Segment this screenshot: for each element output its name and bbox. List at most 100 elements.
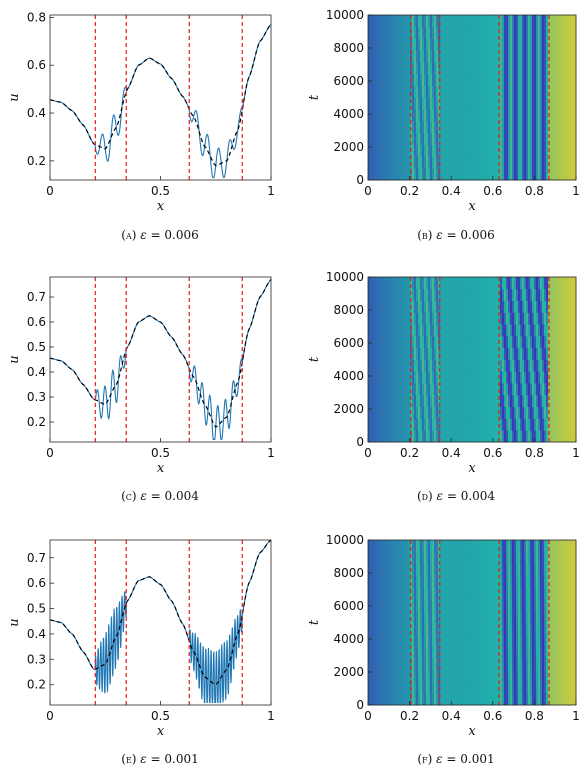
heatmap-cell	[430, 563, 433, 576]
heatmap-cell	[486, 406, 489, 419]
heatmap-cell	[562, 132, 565, 146]
heatmap-cell	[454, 73, 457, 87]
heatmap-cell	[486, 324, 489, 337]
heatmap-cell	[472, 551, 475, 564]
heatmap-cell	[428, 312, 431, 325]
heatmap-cell	[466, 15, 469, 28]
heatmap-cell	[504, 62, 507, 75]
heatmap-cell	[526, 109, 529, 122]
heatmap-cell	[370, 657, 373, 671]
heatmap-cell	[510, 38, 513, 51]
heatmap-cell	[460, 551, 463, 564]
heatmap-cell	[404, 132, 407, 146]
heatmap-cell	[562, 430, 565, 443]
heatmap-cell	[430, 406, 433, 419]
heatmap-cell	[522, 144, 525, 157]
heatmap-cell	[434, 540, 437, 553]
heatmap-cell	[422, 26, 425, 39]
heatmap-cell	[446, 383, 449, 396]
heatmap-cell	[440, 144, 443, 157]
heatmap-cell	[482, 15, 485, 28]
heatmap-cell	[440, 324, 443, 337]
heatmap-cell	[476, 144, 479, 157]
heatmap-cell	[396, 62, 399, 75]
heatmap-cell	[444, 359, 447, 372]
heatmap-cell	[388, 430, 391, 443]
heatmap-cell	[496, 312, 499, 325]
heatmap-cell	[408, 669, 411, 682]
heatmap-cell	[486, 38, 489, 51]
heatmap-cell	[470, 634, 473, 647]
heatmap-cell	[386, 430, 389, 443]
heatmap-cell	[548, 622, 551, 635]
heatmap-cell	[514, 38, 517, 51]
heatmap-cell	[378, 132, 381, 146]
heatmap-cell	[370, 15, 373, 28]
heatmap-cell	[528, 73, 531, 87]
heatmap-cell	[440, 657, 443, 671]
heatmap-cell	[502, 359, 505, 372]
heatmap-cell	[436, 277, 439, 290]
heatmap-cell	[450, 156, 453, 169]
heatmap-cell	[406, 693, 409, 706]
heatmap-cell	[456, 563, 459, 576]
heatmap-cell	[512, 50, 515, 63]
heatmap-cell	[528, 26, 531, 39]
heatmap-cell	[460, 73, 463, 87]
heatmap-cell	[566, 563, 569, 576]
heatmap-cell	[518, 156, 521, 169]
heatmap-cell	[382, 347, 385, 360]
heatmap-cell	[564, 15, 567, 28]
heatmap-cell	[562, 300, 565, 313]
x-axis-label: x	[157, 199, 165, 214]
heatmap-cell	[420, 26, 423, 39]
heatmap-cell	[382, 587, 385, 600]
heatmap-cell	[552, 85, 555, 98]
heatmap-cell	[370, 26, 373, 39]
heatmap-cell	[430, 587, 433, 600]
heatmap-cell	[418, 540, 421, 553]
heatmap-cell	[488, 26, 491, 39]
heatmap-cell	[526, 335, 529, 349]
heatmap-cell	[518, 540, 521, 553]
heatmap-cell	[454, 121, 457, 134]
heatmap-cell	[406, 50, 409, 63]
heatmap-cell	[522, 109, 525, 122]
heatmap-cell	[442, 85, 445, 98]
heatmap-cell	[434, 634, 437, 647]
heatmap-cell	[564, 587, 567, 600]
heatmap-cell	[488, 575, 491, 588]
heatmap-cell	[394, 73, 397, 87]
heatmap-cell	[484, 359, 487, 372]
heatmap-cell	[522, 156, 525, 169]
heatmap-cell	[402, 335, 405, 349]
heatmap-cell	[418, 335, 421, 349]
heatmap-cell	[368, 646, 371, 659]
heatmap-cell	[560, 657, 563, 671]
heatmap-cell	[488, 646, 491, 659]
heatmap-cell	[538, 156, 541, 169]
heatmap-cell	[554, 277, 557, 290]
heatmap-cell	[420, 430, 423, 443]
heatmap-cell	[406, 383, 409, 396]
heatmap-cell	[564, 109, 567, 122]
heatmap-cell	[504, 646, 507, 659]
heatmap-cell	[446, 288, 449, 301]
heatmap-cell	[558, 540, 561, 553]
heatmap-cell	[490, 335, 493, 349]
heatmap-cell	[568, 359, 571, 372]
heatmap-cell	[426, 121, 429, 134]
heatmap-cell	[400, 38, 403, 51]
heatmap-cell	[400, 622, 403, 635]
heatmap-cell	[514, 300, 517, 313]
heatmap-cell	[426, 335, 429, 349]
heatmap-cell	[414, 97, 417, 110]
heatmap-cell	[370, 347, 373, 360]
heatmap-cell	[434, 288, 437, 301]
heatmap-cell	[490, 144, 493, 157]
heatmap-cell	[516, 300, 519, 313]
heatmap-cell	[564, 610, 567, 623]
heatmap-cell	[458, 394, 461, 408]
heatmap-cell	[462, 622, 465, 635]
heatmap-cell	[562, 324, 565, 337]
